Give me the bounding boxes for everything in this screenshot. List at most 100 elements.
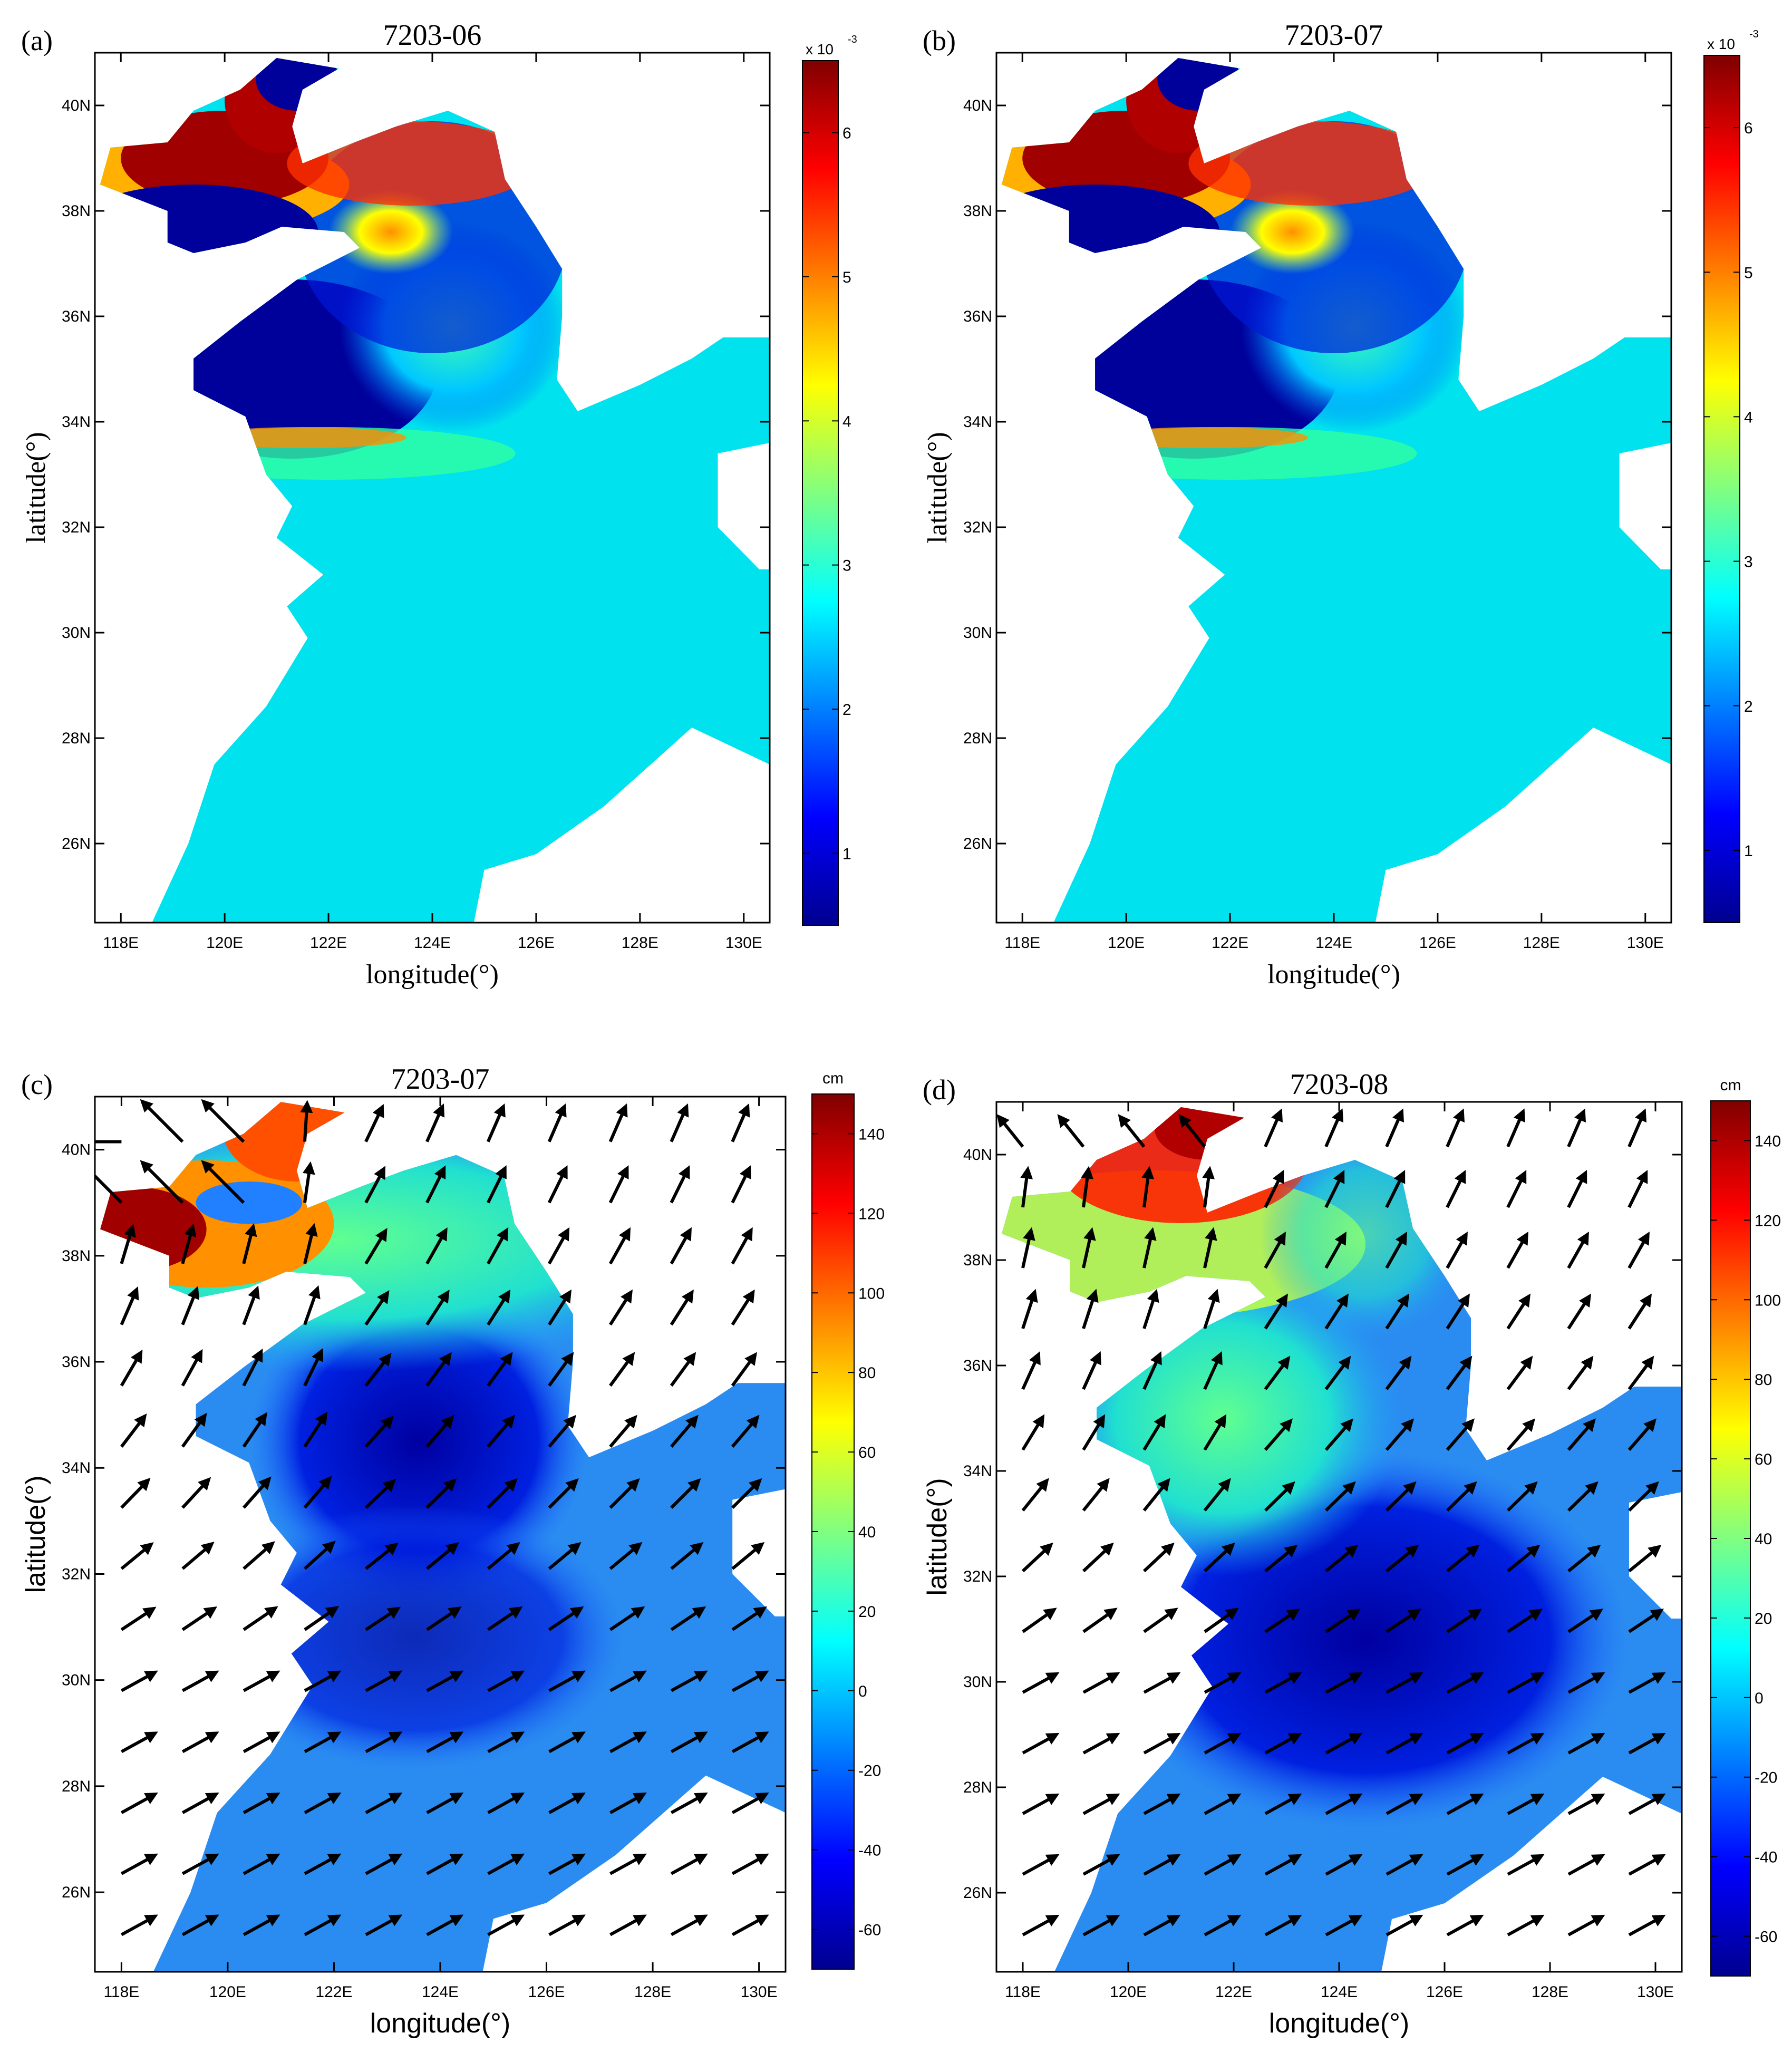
panel-c-wind-arrow xyxy=(243,1793,280,1814)
panel-d-wind-arrow xyxy=(1082,1414,1106,1451)
panel-d-wind-arrow xyxy=(1021,1227,1035,1268)
panel-b: 118E 120E 122E 124E 126E 128E 130E 40N 38N 36N 34N… xyxy=(923,19,1759,990)
panel-d-wind-arrow xyxy=(1203,1542,1235,1573)
panel-d-wind-arrow xyxy=(1446,1231,1468,1269)
panel-c-wind-arrow xyxy=(181,1731,219,1754)
panel-d-wind-arrow xyxy=(1082,1672,1120,1694)
panel-d-colorbar-tick: 0 xyxy=(1755,1690,1764,1707)
panel-c-wind-arrow xyxy=(120,1606,157,1631)
panel-c-wind-arrow xyxy=(608,1103,628,1142)
panel-d-wind-arrow xyxy=(1325,1732,1363,1755)
panel-d-wind-arrow xyxy=(1325,1544,1359,1573)
panel-c-wind-arrow xyxy=(365,1914,403,1936)
panel-c-wind-arrow xyxy=(548,1670,586,1692)
panel-c-ytick-label: 32N xyxy=(62,1565,91,1583)
panel-d-wind-arrow xyxy=(1264,1854,1302,1876)
panel-c-wind-arrow xyxy=(609,1542,643,1570)
panel-d-wind-arrow xyxy=(1325,1672,1363,1694)
panel-c-wind-arrow xyxy=(487,1289,511,1326)
panel-d-wind-arrow xyxy=(1022,1732,1060,1755)
panel-c-wind-arrow xyxy=(608,1227,631,1265)
panel-b-ytick-label: 34N xyxy=(963,413,992,431)
panel-c-wind-arrow xyxy=(242,1223,257,1264)
panel-d-wind-arrow xyxy=(1057,1114,1085,1148)
panel-d-wind-arrow xyxy=(1446,1793,1484,1815)
panel-d-wind-arrow xyxy=(1385,1355,1412,1390)
panel-c-wind-arrow xyxy=(731,1352,758,1387)
panel-c-field xyxy=(100,1102,786,1972)
panel-d-wind-arrow xyxy=(1507,1672,1545,1694)
panel-c-wind-arrow xyxy=(425,1352,452,1387)
panel-d-wind-arrow xyxy=(1385,1108,1404,1148)
panel-c-wind-arrow xyxy=(181,1853,219,1875)
panel-c-wind-arrow xyxy=(242,1348,263,1387)
panel-d-wind-arrow xyxy=(1325,1793,1363,1815)
panel-d-wind-arrow xyxy=(1142,1414,1166,1451)
panel-c-wind-arrow xyxy=(608,1165,629,1204)
panel-b-xtick-label: 130E xyxy=(1627,934,1664,952)
panel-d-wind-arrow xyxy=(1507,1854,1545,1876)
panel-c-wind-arrow xyxy=(243,1606,278,1631)
panel-d-xtick-label: 124E xyxy=(1321,1983,1358,2001)
panel-d-wind-arrow xyxy=(1325,1914,1363,1936)
panel-d-wind-arrow xyxy=(1506,1355,1533,1390)
panel-d-wind-arrow xyxy=(1507,1793,1545,1815)
panel-c-wind-arrow xyxy=(140,1160,184,1204)
panel-c-wind-arrow xyxy=(120,1793,158,1814)
panel-d-ytick-label: 36N xyxy=(963,1357,992,1374)
panel-c-wind-arrow xyxy=(120,1224,136,1264)
panel-d-wind-arrow xyxy=(1203,1414,1227,1451)
panel-a-ytick-label: 38N xyxy=(62,202,91,220)
panel-c-wind-arrow xyxy=(304,1606,340,1631)
panel-c-map xyxy=(95,1099,786,1972)
panel-c-colorbar-tick: 40 xyxy=(858,1524,876,1541)
panel-c-wind-arrow xyxy=(120,1413,147,1448)
panel-d-ytick-label: 34N xyxy=(963,1463,992,1480)
panel-c-wind-arrow xyxy=(670,1227,692,1265)
panel-c-wind-arrow xyxy=(181,1349,203,1387)
panel-c-wind-arrow xyxy=(486,1103,506,1142)
panel-d-colorbar-tick: 60 xyxy=(1755,1451,1772,1468)
panel-d-wind-arrow xyxy=(1628,1914,1666,1936)
panel-a-colorbar-tick: 6 xyxy=(842,125,851,142)
panel-d-wind-arrow xyxy=(1082,1732,1120,1755)
panel-c-wind-arrow xyxy=(548,1853,586,1875)
panel-d-map xyxy=(996,1107,1682,1972)
panel-c-wind-arrow xyxy=(242,1285,260,1325)
panel-d-colorbar-tick: 40 xyxy=(1755,1531,1772,1548)
panel-c-wind-arrow xyxy=(548,1542,582,1570)
panel-d-wind-arrow xyxy=(1628,1609,1664,1633)
panel-a-colorbar-exponent: x 10 xyxy=(806,41,834,57)
panel-c-wind-arrow xyxy=(548,1731,586,1754)
panel-d-wind-arrow xyxy=(1264,1609,1300,1633)
panel-d-wind-arrow xyxy=(1628,1231,1650,1269)
panel-c-wind-arrow xyxy=(364,1352,392,1387)
panel-a-label: (a) xyxy=(21,25,53,56)
panel-d-wind-arrow xyxy=(1082,1351,1101,1390)
panel-a-ytick-label: 26N xyxy=(62,835,91,853)
panel-d-wind-arrow xyxy=(1081,1166,1094,1208)
panel-b-title: 7203-07 xyxy=(1285,19,1383,52)
panel-c-wind-arrow xyxy=(487,1227,509,1265)
panel-d-wind-arrow xyxy=(1204,1854,1242,1876)
panel-c-wind-arrow xyxy=(181,1914,219,1936)
panel-d-wind-arrow xyxy=(1446,1914,1484,1936)
panel-d-wind-arrow xyxy=(1264,1732,1302,1755)
panel-d-wind-arrow xyxy=(1385,1169,1406,1208)
panel-c-wind-arrow xyxy=(548,1415,576,1448)
panel-d-wind-arrow xyxy=(1628,1418,1657,1451)
panel-c-wind-arrow xyxy=(304,1853,342,1875)
panel-d-wind-arrow xyxy=(1446,1732,1484,1755)
panel-b-ytick-label: 38N xyxy=(963,202,992,220)
panel-c-wind-arrow xyxy=(670,1165,690,1204)
panel-c-wind-arrow xyxy=(670,1289,694,1326)
panel-d-wind-arrow xyxy=(1628,1481,1659,1512)
panel-d-wind-arrow xyxy=(1507,1609,1543,1633)
panel-c-wind-arrow xyxy=(425,1542,459,1570)
panel-a-ytick-label: 28N xyxy=(62,730,91,747)
panel-c-wind-arrow xyxy=(364,1103,384,1142)
panel-d-wind-arrow xyxy=(1507,1544,1541,1573)
panel-d-wind-arrow xyxy=(1142,1478,1170,1512)
panel-c-wind-arrow xyxy=(181,1670,219,1692)
panel-d-wind-arrow xyxy=(996,1114,1024,1148)
